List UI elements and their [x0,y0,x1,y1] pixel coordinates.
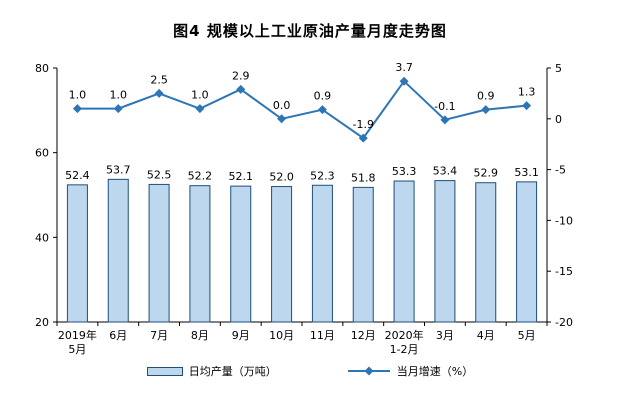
svg-text:9月: 9月 [232,329,250,342]
svg-text:2.9: 2.9 [232,69,250,82]
svg-text:53.3: 53.3 [392,165,417,178]
svg-text:80: 80 [35,62,49,75]
svg-text:8月: 8月 [191,329,209,342]
svg-text:5: 5 [555,62,562,75]
svg-text:52.0: 52.0 [269,171,294,184]
svg-text:52.3: 52.3 [310,169,335,182]
svg-text:53.4: 53.4 [433,165,458,178]
svg-text:11月: 11月 [310,329,335,342]
svg-text:5月: 5月 [68,343,86,356]
svg-text:6月: 6月 [109,329,127,342]
line-series-swatch-icon [347,366,390,376]
svg-text:7月: 7月 [150,329,168,342]
svg-text:2.5: 2.5 [150,73,168,86]
svg-text:-5: -5 [555,164,566,177]
svg-text:52.2: 52.2 [188,170,213,183]
chart-title: 图4 规模以上工业原油产量月度走势图 [173,22,447,40]
svg-text:-1.9: -1.9 [353,118,374,131]
line-series-label: 当月增速（%） [396,365,474,378]
svg-text:0.9: 0.9 [477,90,495,103]
svg-text:53.1: 53.1 [514,166,539,179]
svg-text:0.0: 0.0 [273,99,291,112]
svg-text:52.1: 52.1 [229,170,254,183]
svg-text:3月: 3月 [436,329,454,342]
svg-text:52.9: 52.9 [474,167,499,180]
svg-text:-0.1: -0.1 [434,100,455,113]
svg-text:12月: 12月 [351,329,376,342]
svg-text:51.8: 51.8 [351,171,376,184]
svg-text:1.3: 1.3 [518,86,536,99]
svg-text:10月: 10月 [269,329,294,342]
svg-text:60: 60 [35,147,49,160]
svg-text:1.0: 1.0 [69,89,87,102]
svg-text:-15: -15 [555,265,573,278]
bar-series-label: 日均产量（万吨） [188,365,277,378]
svg-text:20: 20 [35,316,49,329]
svg-text:0.9: 0.9 [314,90,332,103]
svg-text:2019年: 2019年 [58,328,97,342]
bar-series-swatch-icon [146,366,183,376]
legend-item-bar-series: 日均产量（万吨） [146,363,277,379]
svg-text:40: 40 [35,231,49,244]
chart-legend: 日均产量（万吨） 当月增速（%） [0,363,620,379]
svg-text:4月: 4月 [477,329,495,342]
svg-text:1.0: 1.0 [110,89,128,102]
svg-text:52.5: 52.5 [147,168,172,181]
svg-text:1.0: 1.0 [191,89,209,102]
svg-text:5月: 5月 [518,329,536,342]
svg-text:2020年: 2020年 [385,328,424,342]
svg-text:3.7: 3.7 [395,61,413,74]
svg-text:0: 0 [555,113,562,126]
legend-item-line-series: 当月增速（%） [347,363,473,379]
svg-text:53.7: 53.7 [106,163,131,176]
svg-text:-20: -20 [555,316,573,329]
svg-text:52.4: 52.4 [65,169,90,182]
svg-text:-10: -10 [555,214,573,227]
svg-text:1-2月: 1-2月 [390,343,419,356]
